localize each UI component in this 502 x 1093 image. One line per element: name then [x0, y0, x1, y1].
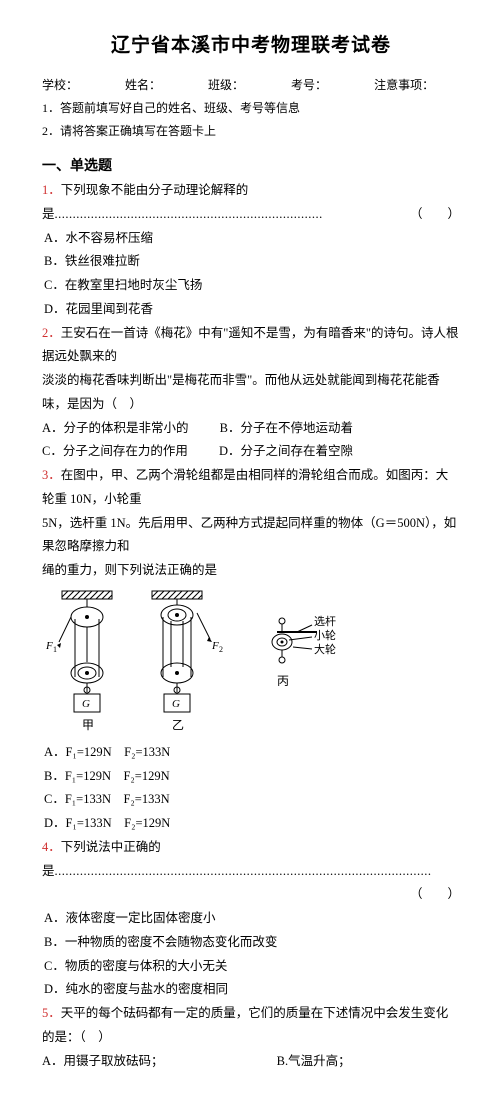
q4-dots: ........................................… — [55, 864, 432, 878]
q3-opt-b: B．F₁=129N F₂=129N — [42, 765, 460, 789]
q1-paren: （ ） — [410, 203, 460, 227]
question-5: 5．天平的每个砝码都有一定的质量，它们的质量在下述情况中会发生变化的是：（ ） — [42, 1002, 460, 1050]
q5-opt-a: A．用镊子取放砝码； — [42, 1050, 164, 1074]
meta-school: 学校： — [42, 78, 78, 92]
section-header: 一、单选题 — [42, 152, 460, 179]
q5-row: A．用镊子取放砝码； B.气温升高； — [42, 1050, 460, 1074]
svg-text:G: G — [172, 698, 180, 710]
q4-paren: （ ） — [410, 883, 460, 907]
q5-number: 5． — [42, 1006, 61, 1020]
q2-row2: C．分子之间存在力的作用 D．分子之间存在着空隙 — [42, 440, 460, 464]
q2-opt-c: C．分子之间存在力的作用 — [42, 440, 188, 464]
svg-text:1: 1 — [53, 645, 57, 654]
q2-line1: 王安石在一首诗《梅花》中有"遥知不是雪，为有暗香来"的诗句。诗人根据远处飘来的 — [42, 326, 458, 364]
q4-opt-a: A．液体密度一定比固体密度小 — [42, 907, 460, 931]
q2-opt-b: B．分子在不停地运动着 — [220, 417, 353, 441]
q1-opt-d: D．花园里闻到花香 — [42, 298, 460, 322]
q4-opt-b: B．一种物质的密度不会随物态变化而改变 — [42, 931, 460, 955]
instruction-2: 2．请将答案正确填写在答题卡上 — [42, 120, 460, 143]
label-gan: 选杆 — [314, 614, 336, 628]
svg-text:2: 2 — [219, 645, 223, 654]
q3-opt-d: D．F₁=133N F₂=129N — [42, 812, 460, 836]
q5-stem: 天平的每个砝码都有一定的质量，它们的质量在下述情况中会发生变化的是：（ ） — [42, 1006, 448, 1044]
q2-opt-d: D．分子之间存在着空隙 — [219, 440, 353, 464]
q2-row1: A．分子的体积是非常小的 B．分子在不停地运动着 — [42, 417, 460, 441]
meta-examno: 考号： — [291, 78, 327, 92]
svg-text:F: F — [211, 640, 219, 652]
label-jia: 甲 — [82, 718, 94, 732]
q2-opt-a: A．分子的体积是非常小的 — [42, 417, 189, 441]
q3-opt-c: C．F₁=133N F₂=133N — [42, 788, 460, 812]
svg-text:F: F — [45, 640, 53, 652]
q1-dots: ........................................… — [55, 207, 323, 221]
meta-name: 姓名： — [125, 78, 161, 92]
svg-text:G: G — [82, 698, 90, 710]
label-bing: 丙 — [277, 674, 289, 688]
question-1: 1．下列现象不能由分子动理论解释的是......................… — [42, 179, 460, 227]
label-yi: 乙 — [172, 718, 184, 732]
q2-number: 2． — [42, 326, 61, 340]
q5-opt-b: B.气温升高； — [277, 1050, 351, 1074]
instruction-1: 1．答题前填写好自己的姓名、班级、考号等信息 — [42, 97, 460, 120]
pulley-diagram: F1 G 甲 F2 G 乙 — [42, 587, 352, 737]
question-4: 4．下列说法中正确的是.............................… — [42, 836, 460, 907]
q4-opt-d: D．纯水的密度与盐水的密度相同 — [42, 978, 460, 1002]
q3-line1: 在图中，甲、乙两个滑轮组都是由相同样的滑轮组合而成。如图丙：大轮重 10N，小轮… — [42, 468, 448, 506]
q3-number: 3． — [42, 468, 61, 482]
label-small: 小轮 — [314, 628, 336, 642]
q1-number: 1． — [42, 183, 61, 197]
q3-line3: 绳的重力，则下列说法正确的是 — [42, 559, 460, 583]
q3-opt-a: A．F₁=129N F₂=133N — [42, 741, 460, 765]
meta-class: 班级： — [208, 78, 244, 92]
q1-opt-c: C．在教室里扫地时灰尘飞扬 — [42, 274, 460, 298]
meta-note: 注意事项： — [374, 78, 434, 92]
q4-opt-c: C．物质的密度与体积的大小无关 — [42, 955, 460, 979]
q1-opt-b: B．铁丝很难拉断 — [42, 250, 460, 274]
q3-line2: 5N，选杆重 1N。先后用甲、乙两种方式提起同样重的物体（G＝500N），如果忽… — [42, 512, 460, 560]
q4-number: 4． — [42, 840, 61, 854]
meta-row: 学校： 姓名： 班级： 考号： 注意事项： — [42, 74, 460, 97]
q3-figure: F1 G 甲 F2 G 乙 — [42, 587, 460, 737]
question-2: 2．王安石在一首诗《梅花》中有"遥知不是雪，为有暗香来"的诗句。诗人根据远处飘来… — [42, 322, 460, 370]
question-3: 3．在图中，甲、乙两个滑轮组都是由相同样的滑轮组合而成。如图丙：大轮重 10N，… — [42, 464, 460, 512]
q2-line2: 淡淡的梅花香味判断出"是梅花而非雪"。而他从远处就能闻到梅花花能香味，是因为（ … — [42, 369, 460, 417]
page-title: 辽宁省本溪市中考物理联考试卷 — [42, 28, 460, 64]
q1-opt-a: A．水不容易杯压缩 — [42, 227, 460, 251]
